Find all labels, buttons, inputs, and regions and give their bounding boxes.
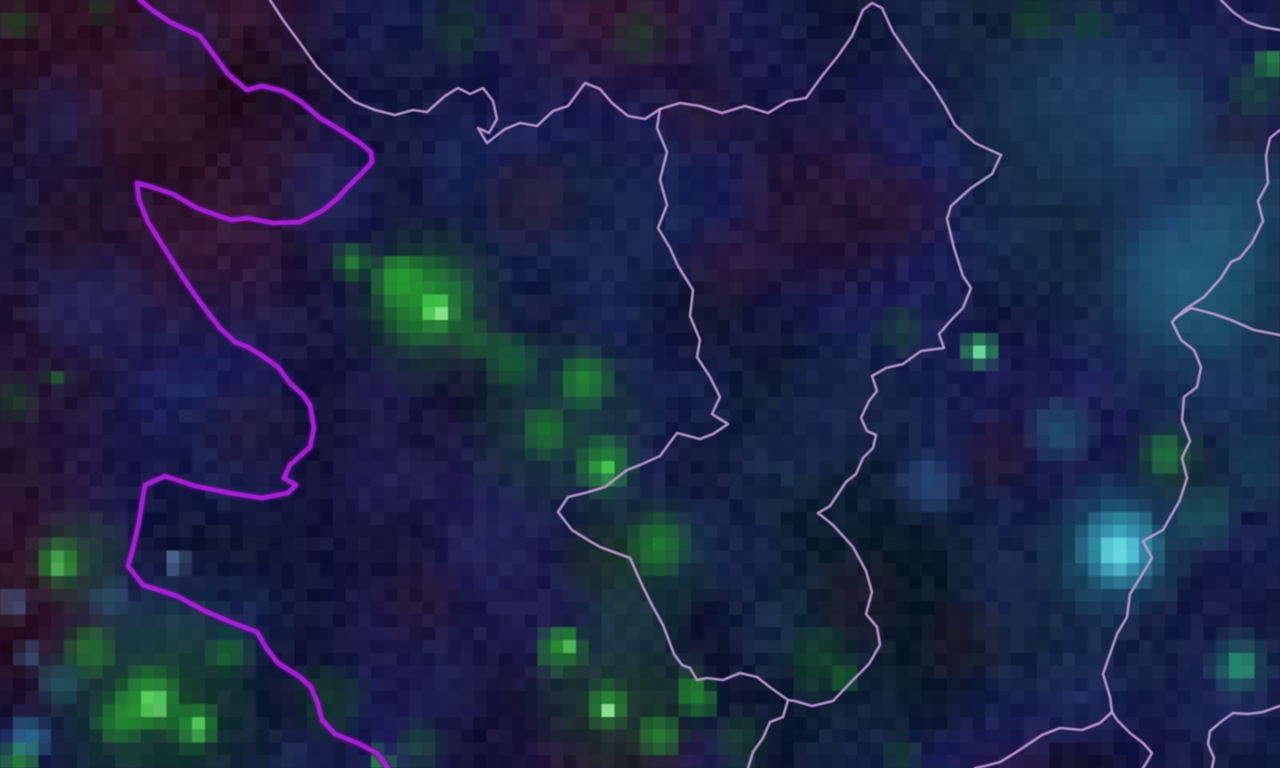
satellite-map-viewport[interactable] xyxy=(0,0,1280,768)
cloud-imagery-canvas xyxy=(0,0,1280,768)
